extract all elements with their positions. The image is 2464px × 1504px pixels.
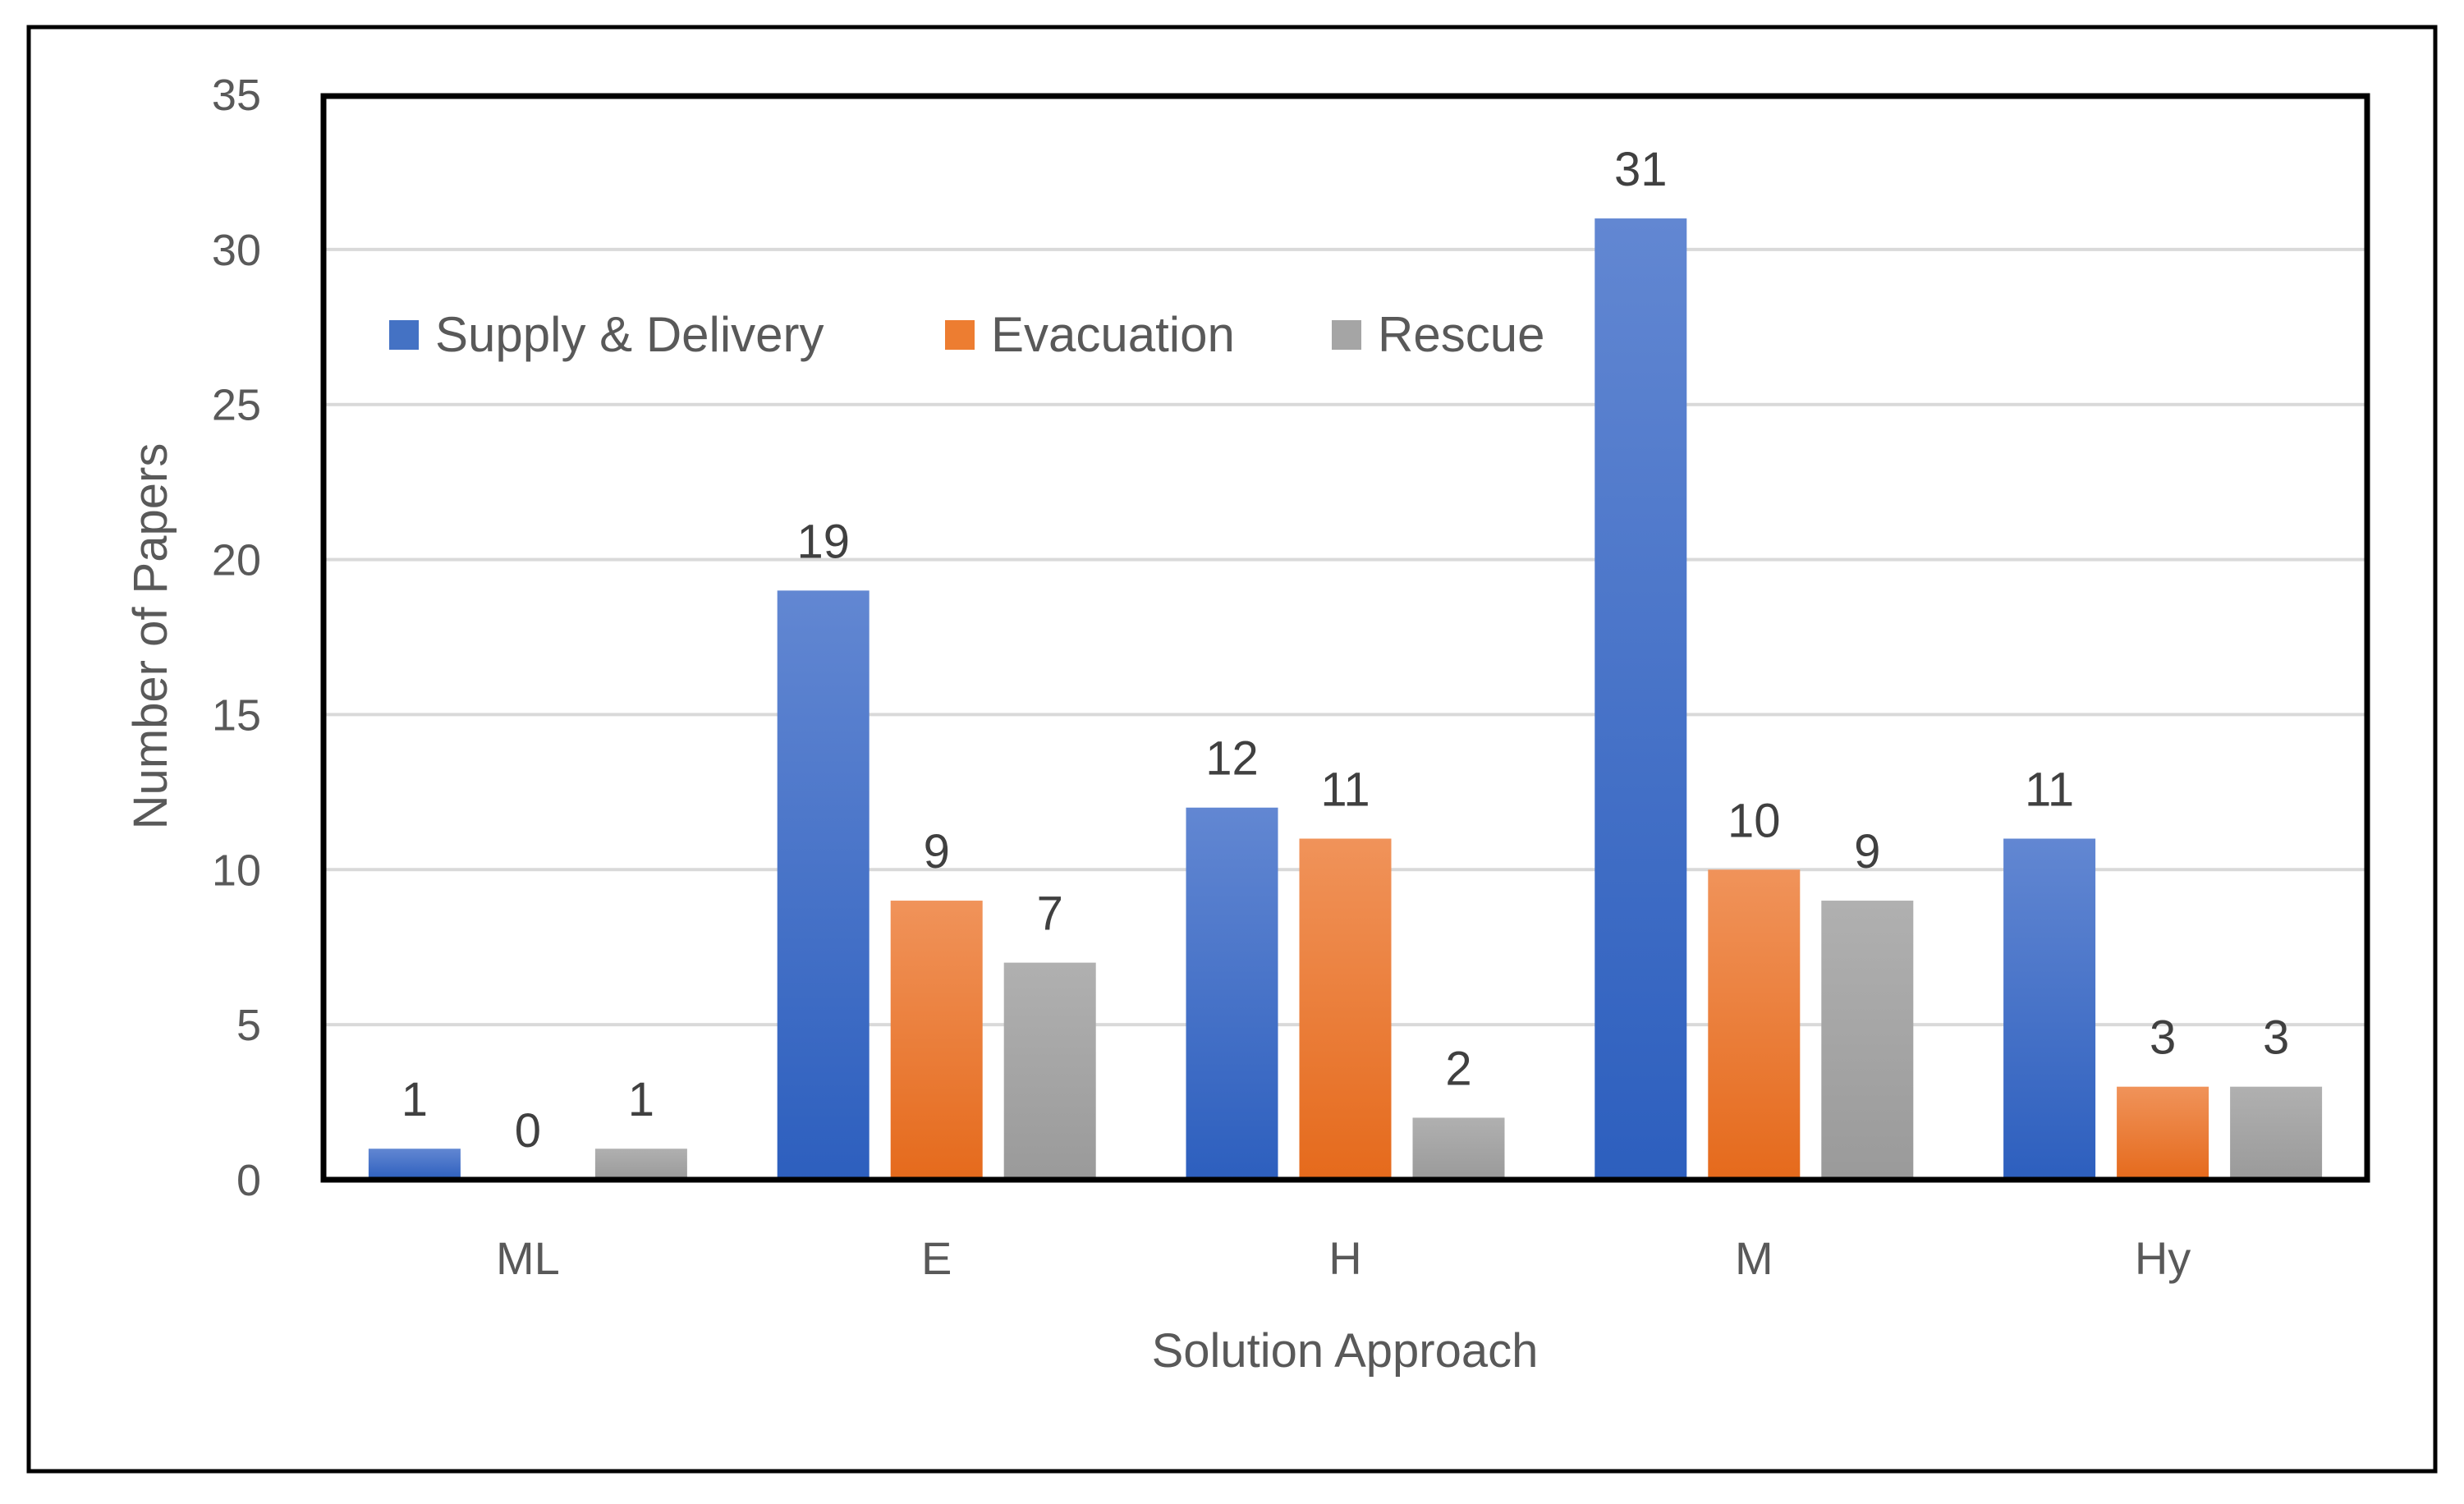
data-label: 31 xyxy=(1614,143,1668,196)
data-label: 12 xyxy=(1205,732,1259,786)
bars xyxy=(368,218,2323,1181)
bar-supply-delivery-hy xyxy=(2003,838,2096,1180)
y-tick-label: 20 xyxy=(212,536,261,585)
data-label: 3 xyxy=(2150,1011,2176,1065)
data-label: 11 xyxy=(2025,763,2074,817)
data-label: 1 xyxy=(401,1073,428,1126)
bar-evacuation-h xyxy=(1299,838,1392,1180)
data-label: 9 xyxy=(1854,825,1880,878)
x-axis-categories: ML E H M Hy xyxy=(496,1232,2191,1284)
legend: Supply & Delivery Evacuation Rescue xyxy=(389,307,1544,362)
y-tick-label: 0 xyxy=(236,1156,261,1205)
y-tick-label: 35 xyxy=(212,71,261,120)
legend-swatch-rescue xyxy=(1332,320,1361,350)
plot-area-border xyxy=(320,93,2370,1183)
bar-evacuation-e xyxy=(890,901,983,1180)
data-label: 3 xyxy=(2263,1011,2289,1065)
x-category-label: M xyxy=(1735,1232,1773,1284)
bar-rescue-ml xyxy=(594,1149,687,1180)
y-tick-label: 25 xyxy=(212,381,261,430)
legend-label: Supply & Delivery xyxy=(435,307,824,362)
y-axis-title: Number of Papers xyxy=(124,443,177,830)
bar-rescue-e xyxy=(1003,962,1096,1180)
bar-supply-delivery-e xyxy=(777,590,870,1180)
bar-evacuation-hy xyxy=(2117,1086,2209,1180)
bar-supply-delivery-m xyxy=(1594,218,1687,1181)
x-axis-title: Solution Approach xyxy=(1152,1324,1539,1378)
y-tick-label: 30 xyxy=(212,226,261,275)
data-label: 1 xyxy=(628,1073,654,1126)
y-axis-ticks: 0 5 10 15 20 25 30 35 xyxy=(212,71,261,1205)
data-label: 10 xyxy=(1728,794,1781,847)
data-label: 19 xyxy=(796,515,850,568)
legend-swatch-evacuation xyxy=(945,320,975,350)
y-tick-label: 15 xyxy=(212,690,261,740)
outer-frame xyxy=(26,25,2438,1474)
legend-label: Rescue xyxy=(1378,307,1544,362)
x-category-label: E xyxy=(921,1232,952,1284)
x-category-label: H xyxy=(1328,1232,1361,1284)
x-category-label: Hy xyxy=(2135,1232,2191,1284)
bar-supply-delivery-ml xyxy=(368,1149,461,1180)
data-label: 11 xyxy=(1320,763,1370,817)
y-tick-label: 10 xyxy=(212,846,261,895)
bar-rescue-hy xyxy=(2230,1086,2323,1180)
legend-label: Evacuation xyxy=(991,307,1235,362)
data-label: 9 xyxy=(924,825,950,878)
bar-evacuation-m xyxy=(1708,869,1801,1180)
bar-supply-delivery-h xyxy=(1186,807,1278,1180)
legend-swatch-supply-delivery xyxy=(389,320,419,350)
data-label: 2 xyxy=(1445,1042,1471,1095)
data-label: 0 xyxy=(515,1104,541,1158)
x-category-label: ML xyxy=(496,1232,560,1284)
data-label: 7 xyxy=(1037,887,1063,941)
bar-rescue-m xyxy=(1821,901,1914,1180)
bar-rescue-h xyxy=(1412,1117,1505,1180)
y-tick-label: 5 xyxy=(236,1001,261,1050)
